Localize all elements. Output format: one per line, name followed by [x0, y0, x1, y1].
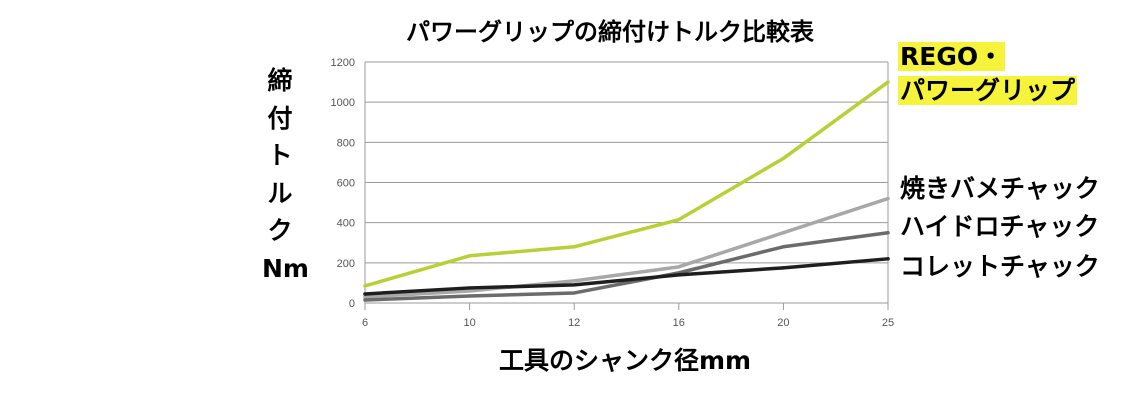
x-tick-label: 20 — [777, 317, 789, 329]
data-point — [677, 273, 681, 277]
legend-rego-powergrip: REGO・ パワーグリップ — [898, 40, 1078, 108]
data-point — [572, 245, 576, 249]
data-point — [572, 279, 576, 283]
data-point — [781, 231, 786, 235]
legend-rego-line2: パワーグリップ — [898, 76, 1078, 105]
data-point — [363, 298, 367, 302]
y-axis-label-char: ト — [267, 141, 293, 170]
x-tick-label: 10 — [463, 317, 475, 329]
y-tick-label: 800 — [337, 137, 355, 149]
data-point — [781, 266, 786, 270]
y-tick-label: 200 — [337, 258, 355, 270]
y-tick-label: 0 — [349, 298, 355, 310]
legend-hydraulic: ハイドロチャック — [900, 212, 1100, 241]
data-point — [468, 286, 472, 290]
y-axis-label-char: ル — [267, 178, 293, 208]
data-point — [781, 245, 786, 249]
x-tick-label: 12 — [568, 317, 580, 329]
y-tick-label: 1000 — [331, 97, 355, 109]
chart-title: パワーグリップの締付けトルク比較表 — [406, 18, 814, 46]
data-point — [886, 257, 890, 261]
data-point — [468, 254, 472, 258]
legend-shrink-fit: 焼きバメチャック — [900, 174, 1100, 203]
y-axis-label-char: 締 — [267, 66, 293, 95]
data-point — [886, 196, 890, 201]
x-tick-label: 6 — [362, 317, 368, 329]
data-point — [677, 218, 681, 222]
x-axis-label: 工具のシャンク径mm — [498, 346, 752, 375]
data-point — [468, 294, 472, 298]
y-tick-label: 600 — [337, 178, 355, 190]
series-line-0 — [363, 80, 890, 288]
data-point — [886, 80, 890, 84]
legend-collet: コレットチャック — [900, 252, 1100, 281]
data-point — [886, 231, 890, 235]
series-line-2 — [363, 230, 890, 302]
data-point — [572, 291, 576, 295]
y-axis-label-char: ク — [267, 216, 293, 245]
legend-rego-line1: REGO・ — [898, 42, 1006, 71]
series-line-3 — [363, 257, 890, 296]
x-tick-label: 16 — [673, 317, 685, 329]
data-point — [677, 265, 681, 269]
data-point — [468, 289, 472, 293]
x-tick-label: 25 — [882, 317, 894, 329]
data-point — [572, 283, 576, 287]
y-tick-label: 400 — [337, 218, 355, 230]
y-axis-label-char: 付 — [267, 103, 293, 133]
series-line-1 — [363, 196, 890, 299]
data-point — [363, 295, 367, 299]
data-point — [363, 284, 367, 288]
data-point — [363, 292, 367, 296]
y-tick-label: 1200 — [331, 57, 355, 69]
data-point — [781, 156, 786, 160]
